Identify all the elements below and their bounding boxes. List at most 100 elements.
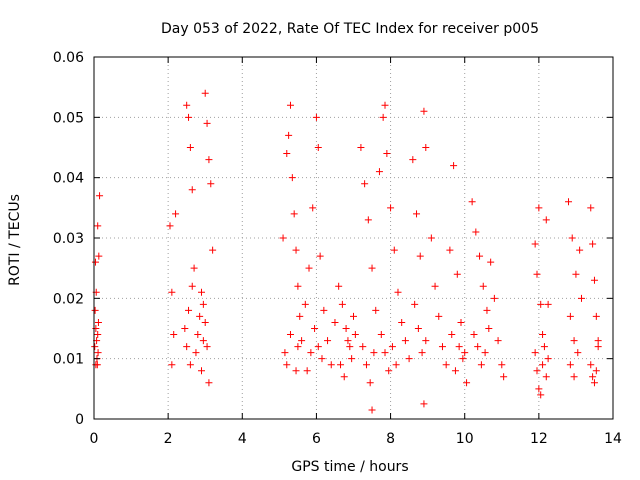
data-point xyxy=(324,337,332,345)
data-point xyxy=(292,367,300,375)
x-tick-label: 6 xyxy=(312,431,321,447)
data-point xyxy=(188,186,196,194)
data-point xyxy=(498,361,506,369)
data-point xyxy=(279,234,287,242)
data-point xyxy=(375,168,383,176)
data-point xyxy=(91,258,99,266)
data-point xyxy=(461,349,469,357)
data-point xyxy=(344,337,352,345)
axis-ticks-layer: 0 0.01 0.02 0.03 0.04 0.05 0.06 0 2 4 6 8 10 12 14 xyxy=(53,50,622,447)
data-point xyxy=(370,349,378,357)
data-point xyxy=(301,300,309,308)
data-point xyxy=(94,222,102,230)
data-point xyxy=(537,300,545,308)
data-point xyxy=(198,288,206,296)
data-point xyxy=(533,270,541,278)
data-point xyxy=(314,343,322,351)
data-point xyxy=(348,355,356,363)
data-point xyxy=(539,361,547,369)
data-point xyxy=(95,252,103,260)
x-axis-label: GPS time / hours xyxy=(291,459,408,475)
data-point xyxy=(544,355,552,363)
data-point xyxy=(205,156,213,164)
data-point xyxy=(199,337,207,345)
data-point xyxy=(431,282,439,290)
data-point xyxy=(413,210,421,218)
data-point xyxy=(392,361,400,369)
data-point xyxy=(544,300,552,308)
data-point xyxy=(565,198,573,206)
data-point xyxy=(292,246,300,254)
data-point xyxy=(446,246,454,254)
data-point xyxy=(405,355,413,363)
y-tick-label: 0.05 xyxy=(53,110,84,126)
data-point xyxy=(587,204,595,212)
data-point xyxy=(190,264,198,272)
data-points-layer xyxy=(91,89,602,414)
data-point xyxy=(468,198,476,206)
data-point xyxy=(535,204,543,212)
data-point xyxy=(411,300,419,308)
data-point xyxy=(309,204,317,212)
data-point xyxy=(368,264,376,272)
data-point xyxy=(420,400,428,408)
data-point xyxy=(438,343,446,351)
data-point xyxy=(539,331,547,339)
data-point xyxy=(590,379,598,387)
data-point xyxy=(305,264,313,272)
data-point xyxy=(476,252,484,260)
data-point xyxy=(366,379,374,387)
data-point xyxy=(362,361,370,369)
data-point xyxy=(318,355,326,363)
data-point xyxy=(481,349,489,357)
data-point xyxy=(566,361,574,369)
y-tick-label: 0.04 xyxy=(53,171,84,187)
data-point xyxy=(383,150,391,158)
data-point xyxy=(414,325,422,332)
data-point xyxy=(186,361,194,369)
data-point xyxy=(470,331,478,339)
data-point xyxy=(185,113,193,121)
data-point xyxy=(314,144,322,151)
data-point xyxy=(427,234,435,242)
data-point xyxy=(207,180,215,188)
data-point xyxy=(453,270,461,278)
data-point xyxy=(490,294,498,302)
data-point xyxy=(96,192,104,200)
data-point xyxy=(92,361,100,369)
data-point xyxy=(286,101,294,109)
data-point xyxy=(474,343,482,351)
y-tick-label: 0 xyxy=(75,412,84,428)
data-point xyxy=(572,270,580,278)
data-point xyxy=(94,318,102,326)
data-point xyxy=(186,144,194,151)
data-point xyxy=(420,107,428,115)
data-point xyxy=(479,282,487,290)
data-point xyxy=(91,343,99,351)
data-point xyxy=(385,367,393,375)
x-tick-label: 0 xyxy=(90,431,99,447)
data-point xyxy=(589,373,597,381)
data-point xyxy=(422,144,430,151)
data-point xyxy=(381,101,389,109)
data-point xyxy=(199,300,207,308)
data-point xyxy=(457,318,465,326)
data-point xyxy=(451,367,459,375)
data-point xyxy=(198,367,206,375)
data-point xyxy=(372,306,380,314)
data-point xyxy=(576,246,584,254)
data-point xyxy=(594,343,602,351)
data-point xyxy=(338,300,346,308)
data-point xyxy=(298,337,306,345)
data-point xyxy=(286,331,294,339)
data-point xyxy=(168,361,176,369)
data-point xyxy=(359,343,367,351)
data-point xyxy=(459,355,467,363)
data-point xyxy=(435,312,443,320)
data-point xyxy=(487,258,495,266)
data-point xyxy=(570,373,578,381)
data-point xyxy=(283,361,291,369)
data-point xyxy=(409,156,417,164)
data-point xyxy=(294,343,302,351)
